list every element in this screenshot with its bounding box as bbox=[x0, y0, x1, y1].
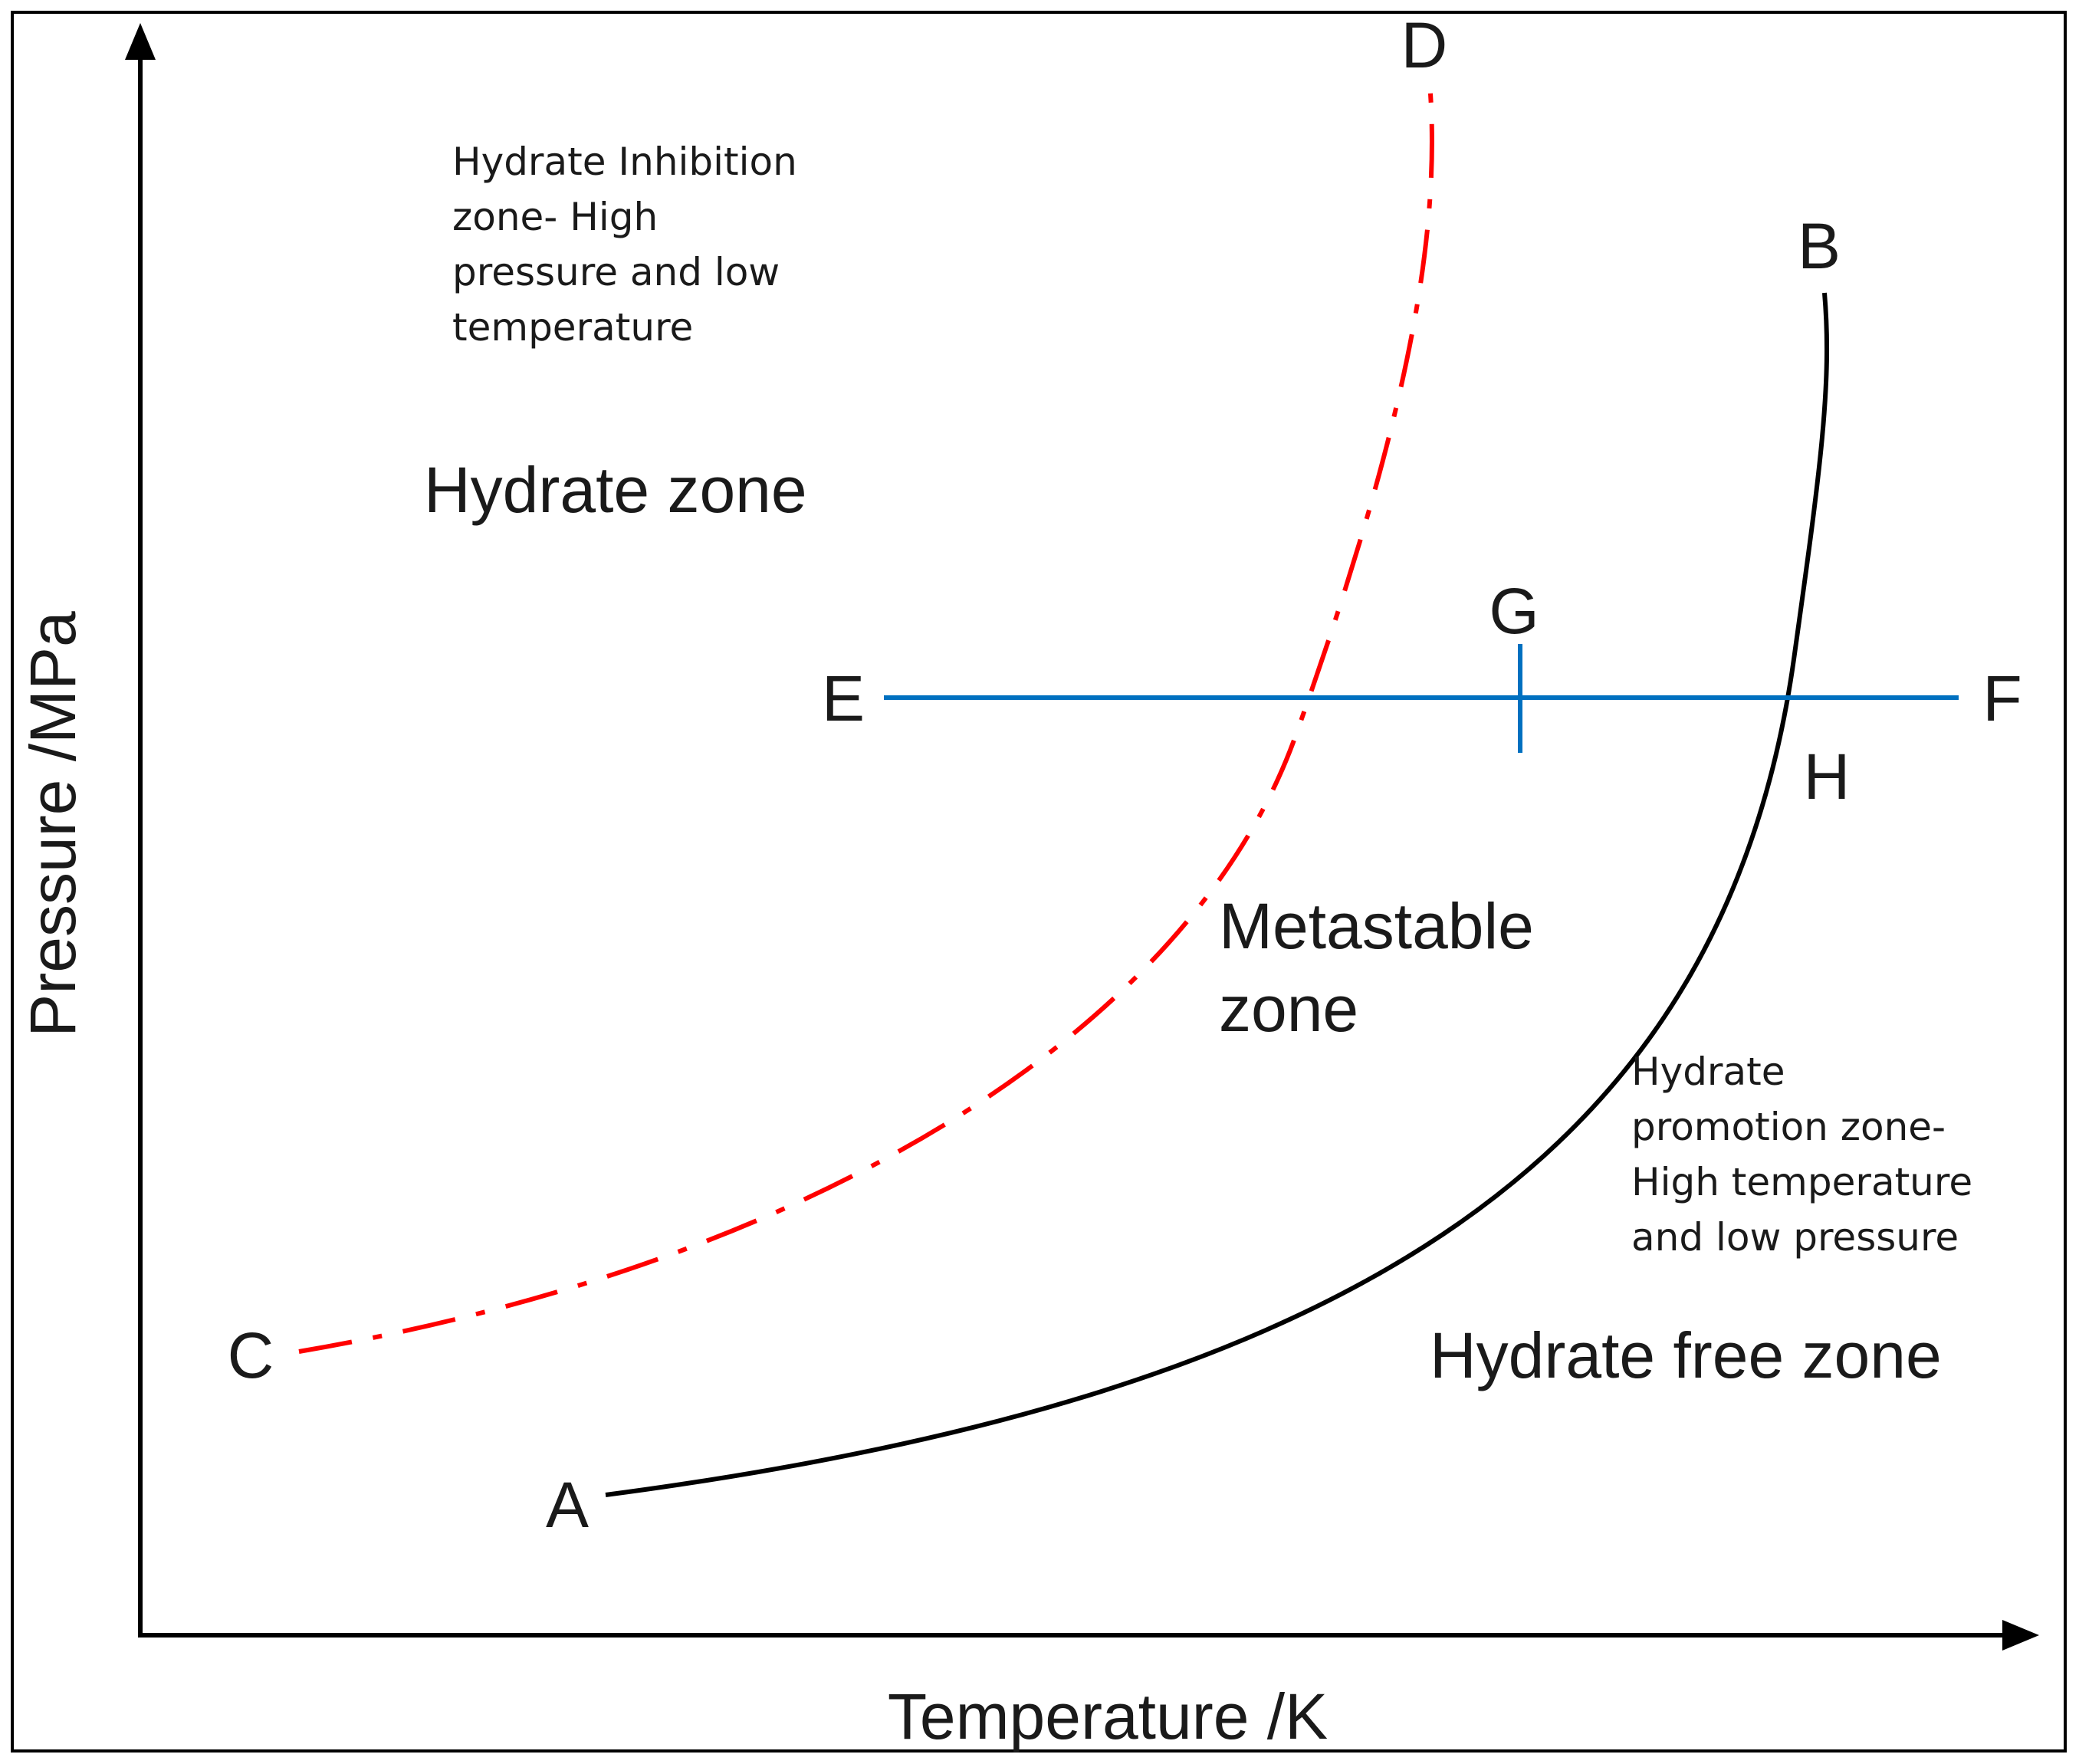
x-axis-label: Temperature /K bbox=[888, 1680, 1328, 1753]
inhibition-zone-note: Hydrate Inhibition zone- High pressure a… bbox=[452, 140, 797, 350]
point-label-d: D bbox=[1401, 9, 1448, 81]
curve-a-b bbox=[605, 292, 1830, 1497]
point-label-c: C bbox=[228, 1319, 274, 1391]
point-label-e: E bbox=[822, 662, 865, 734]
x-axis-arrowhead bbox=[2002, 1620, 2039, 1651]
promotion-note-line: High temperature bbox=[1631, 1160, 1972, 1204]
inhibition-note-line: pressure and low bbox=[452, 250, 780, 294]
hydrate-free-zone-label: Hydrate free zone bbox=[1430, 1319, 1942, 1391]
promotion-note-line: Hydrate bbox=[1631, 1050, 1785, 1094]
promotion-zone-note: Hydrate promotion zone- High temperature… bbox=[1631, 1050, 1972, 1260]
promotion-note-line: and low pressure bbox=[1631, 1215, 1959, 1260]
curve-c-d bbox=[298, 82, 1434, 1354]
point-label-a: A bbox=[546, 1469, 589, 1541]
point-label-f: F bbox=[1982, 662, 2022, 734]
hydrate-zone-label: Hydrate zone bbox=[424, 454, 807, 526]
axes bbox=[125, 23, 2039, 1651]
inhibition-note-line: Hydrate Inhibition bbox=[452, 140, 797, 184]
y-axis-label: Pressure /MPa bbox=[17, 611, 89, 1037]
inhibition-note-line: zone- High bbox=[452, 195, 658, 239]
metastable-zone-label-line1: Metastable bbox=[1219, 890, 1534, 962]
inhibition-note-line: temperature bbox=[452, 305, 693, 350]
point-label-g: G bbox=[1489, 575, 1539, 647]
figure-frame bbox=[11, 11, 2067, 1753]
promotion-note-line: promotion zone- bbox=[1631, 1105, 1946, 1149]
metastable-zone-label-line2: zone bbox=[1219, 973, 1358, 1045]
y-axis-arrowhead bbox=[125, 23, 156, 60]
point-label-b: B bbox=[1798, 210, 1841, 282]
point-label-h: H bbox=[1804, 741, 1851, 813]
